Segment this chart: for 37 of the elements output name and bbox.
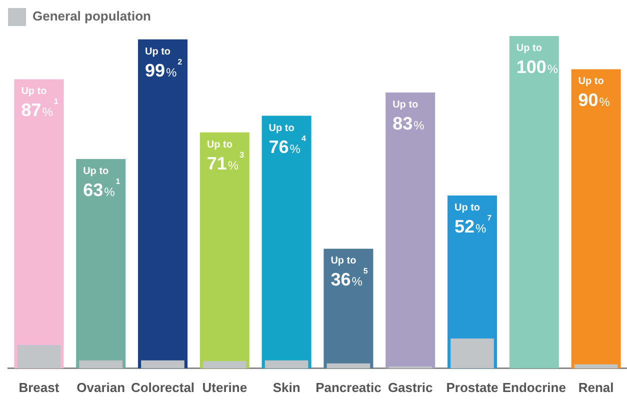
bar	[14, 79, 64, 368]
x-tick-label: Prostate	[446, 380, 498, 395]
data-label: Up to 63%1	[83, 166, 121, 200]
x-tick-label: Skin	[272, 380, 300, 395]
x-tick-label: Endocrine	[502, 380, 566, 395]
bar	[450, 338, 494, 368]
x-tick-label: Ovarian	[76, 380, 126, 395]
data-label: Up to 76%4	[268, 122, 306, 157]
bar	[324, 248, 374, 368]
bar	[571, 69, 621, 368]
data-label: Up to 99%2	[144, 46, 183, 80]
data-label: Up to 100%	[516, 43, 558, 77]
data-label: Up to 87%1	[21, 86, 59, 120]
x-tick-label: Colorectal	[130, 380, 195, 395]
data-label: Up to 71%3	[206, 139, 245, 174]
bar	[138, 39, 188, 368]
bar	[326, 363, 370, 368]
bar	[200, 132, 250, 368]
bar	[386, 92, 436, 368]
x-tick-label: Gastric	[388, 380, 433, 395]
x-tick-label: Breast	[18, 380, 60, 395]
x-tick-label: Renal	[578, 380, 614, 395]
x-tick-label: Pancreatic	[316, 380, 382, 395]
data-label: Up to 36%5	[330, 256, 368, 290]
bar	[202, 361, 246, 368]
bar	[264, 360, 308, 368]
data-label: Up to 90%	[578, 76, 610, 110]
bar	[79, 360, 123, 368]
legend-label: General population	[32, 8, 152, 24]
data-label: Up to 83%	[392, 100, 425, 134]
data-label: Up to 52%7	[454, 202, 492, 237]
bar	[17, 345, 61, 368]
x-tick-label: Uterine	[202, 380, 248, 395]
bar	[262, 116, 312, 368]
bar	[141, 360, 184, 368]
bar	[509, 36, 559, 368]
bar	[76, 158, 126, 368]
